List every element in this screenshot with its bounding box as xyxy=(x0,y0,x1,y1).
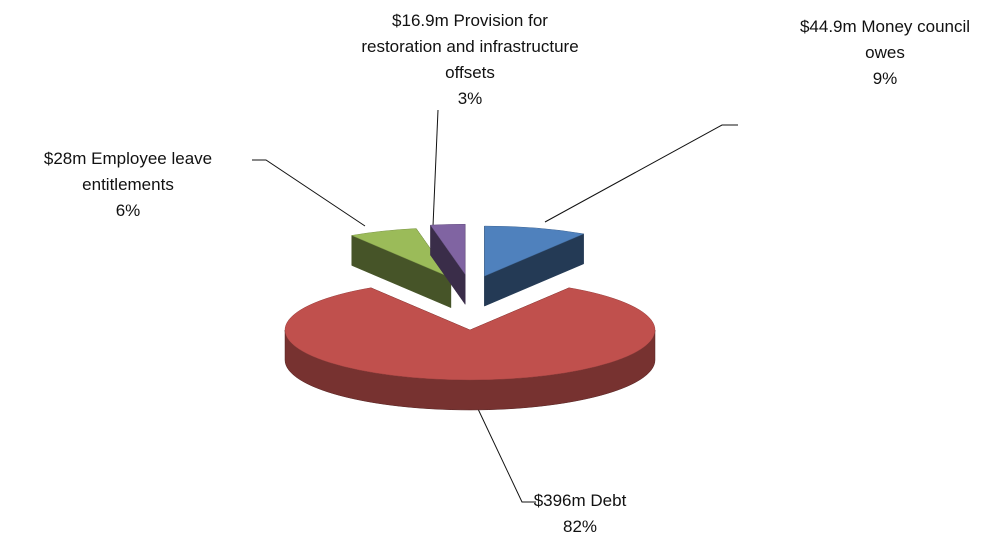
slice xyxy=(284,287,656,381)
leader-line xyxy=(544,124,738,223)
pie xyxy=(284,223,656,411)
slice-name: $28m Employee leave entitlements xyxy=(43,149,213,194)
slice-label: $44.9m Money council owes 9% xyxy=(780,14,990,92)
slice xyxy=(350,228,452,279)
leader-line xyxy=(432,109,439,227)
slice-value: 3% xyxy=(457,89,483,108)
leader-line xyxy=(252,159,366,227)
slice-value: 82% xyxy=(562,517,598,536)
slice xyxy=(484,225,585,277)
slice-name: $44.9m Money council owes xyxy=(799,17,971,62)
slice xyxy=(429,223,466,276)
slice-label: $16.9m Provision for restoration and inf… xyxy=(355,8,585,112)
slice-name: $396m Debt xyxy=(533,491,627,510)
slice-label: $396m Debt 82% xyxy=(500,488,660,540)
slice-value: 9% xyxy=(872,69,898,88)
slice-label: $28m Employee leave entitlements 6% xyxy=(0,146,256,224)
leader-line xyxy=(469,391,536,503)
leader-lines xyxy=(252,109,738,503)
slice-name: $16.9m Provision for restoration and inf… xyxy=(361,11,579,82)
slice-value: 6% xyxy=(115,201,141,220)
